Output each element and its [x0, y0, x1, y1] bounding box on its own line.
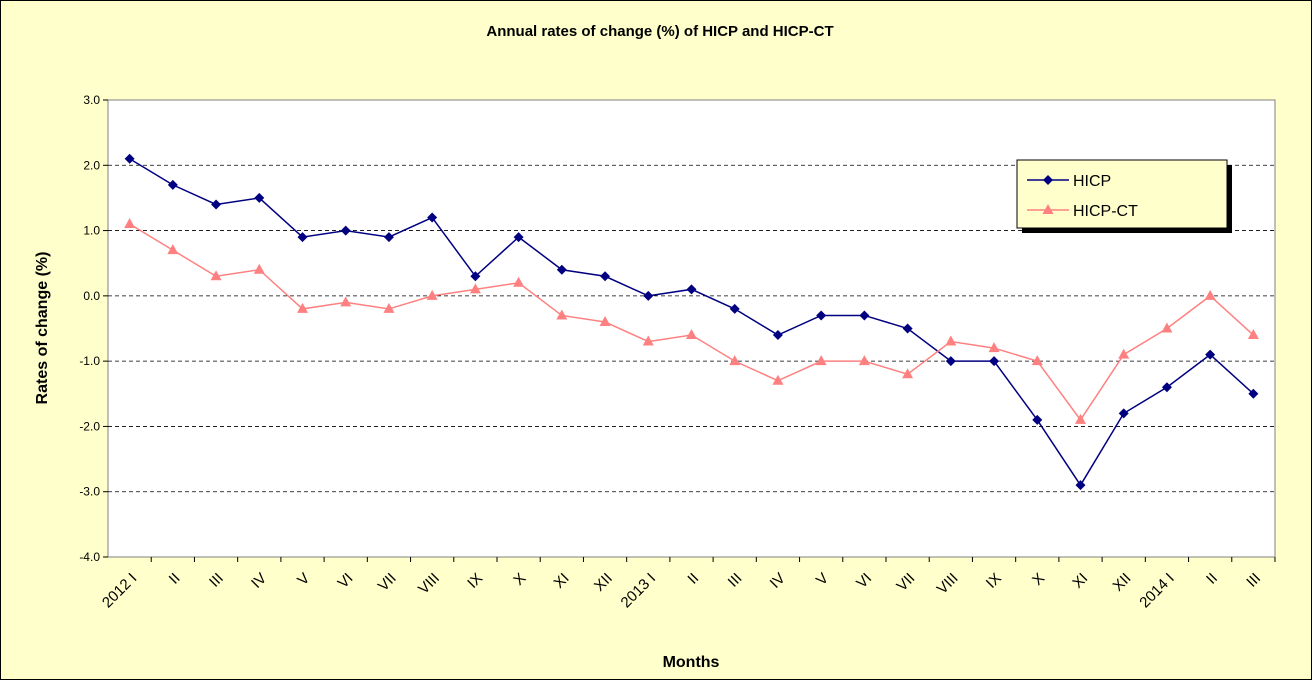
data-point: [470, 271, 481, 282]
data-point: [1161, 322, 1173, 333]
data-point: [124, 153, 135, 164]
data-point: [989, 356, 1000, 367]
data-point: [815, 355, 827, 366]
data-point: [167, 179, 178, 190]
data-point: [340, 296, 352, 307]
data-point: [427, 212, 438, 223]
data-point: [1075, 480, 1086, 491]
legend-label: HICP: [1073, 173, 1111, 190]
data-point: [858, 355, 870, 366]
y-tick-label: -2.0: [79, 419, 100, 433]
data-point: [1118, 348, 1130, 359]
data-point: [599, 315, 611, 326]
data-point: [469, 283, 481, 294]
data-point: [1247, 329, 1259, 340]
y-tick-label: -1.0: [79, 354, 100, 368]
data-point: [426, 289, 438, 300]
data-point: [556, 309, 568, 320]
data-point: [1042, 204, 1054, 214]
legend-label: HICP-CT: [1073, 203, 1138, 220]
data-point: [1161, 382, 1172, 393]
y-tick-label: 1.0: [83, 224, 100, 238]
data-point: [902, 368, 914, 379]
data-point: [254, 192, 265, 203]
data-point: [816, 310, 827, 321]
data-point: [1204, 289, 1216, 300]
data-point: [340, 225, 351, 236]
x-axis-label: Months: [663, 654, 720, 671]
data-point: [124, 218, 136, 229]
data-point: [729, 355, 741, 366]
data-point: [383, 232, 394, 243]
data-point: [1031, 355, 1043, 366]
y-tick-label: 2.0: [83, 158, 100, 172]
data-point: [772, 330, 783, 341]
data-point: [1248, 388, 1259, 399]
data-point: [253, 263, 265, 274]
data-point: [1075, 413, 1086, 424]
data-point: [772, 374, 784, 385]
data-point: [945, 335, 957, 346]
data-point: [297, 302, 308, 313]
data-point: [988, 342, 1000, 353]
data-point: [211, 199, 222, 210]
data-point: [297, 232, 308, 243]
data-point: [167, 244, 179, 255]
y-tick-label: 0.0: [83, 289, 100, 303]
data-point: [902, 323, 913, 334]
data-point: [1032, 414, 1043, 425]
data-point: [513, 276, 525, 287]
data-point: [600, 271, 611, 282]
data-point: [859, 310, 870, 321]
data-point: [1043, 175, 1053, 185]
data-point: [513, 232, 524, 243]
data-point: [642, 335, 654, 346]
data-point: [643, 290, 654, 301]
data-point: [210, 270, 222, 281]
y-axis-label: Rates of change (%): [34, 252, 51, 405]
legend-box: [1016, 159, 1228, 229]
chart-title: Annual rates of change (%) of HICP and H…: [486, 23, 833, 40]
data-point: [686, 329, 697, 340]
data-point: [556, 264, 567, 275]
y-tick-label: -4.0: [79, 550, 100, 564]
data-point: [1118, 408, 1129, 419]
y-tick-label: -3.0: [79, 485, 100, 499]
data-point: [383, 302, 395, 313]
y-tick-label: 3.0: [83, 93, 100, 107]
data-point: [1205, 349, 1216, 360]
data-point: [945, 356, 956, 367]
data-point: [729, 303, 740, 314]
data-point: [686, 284, 697, 295]
